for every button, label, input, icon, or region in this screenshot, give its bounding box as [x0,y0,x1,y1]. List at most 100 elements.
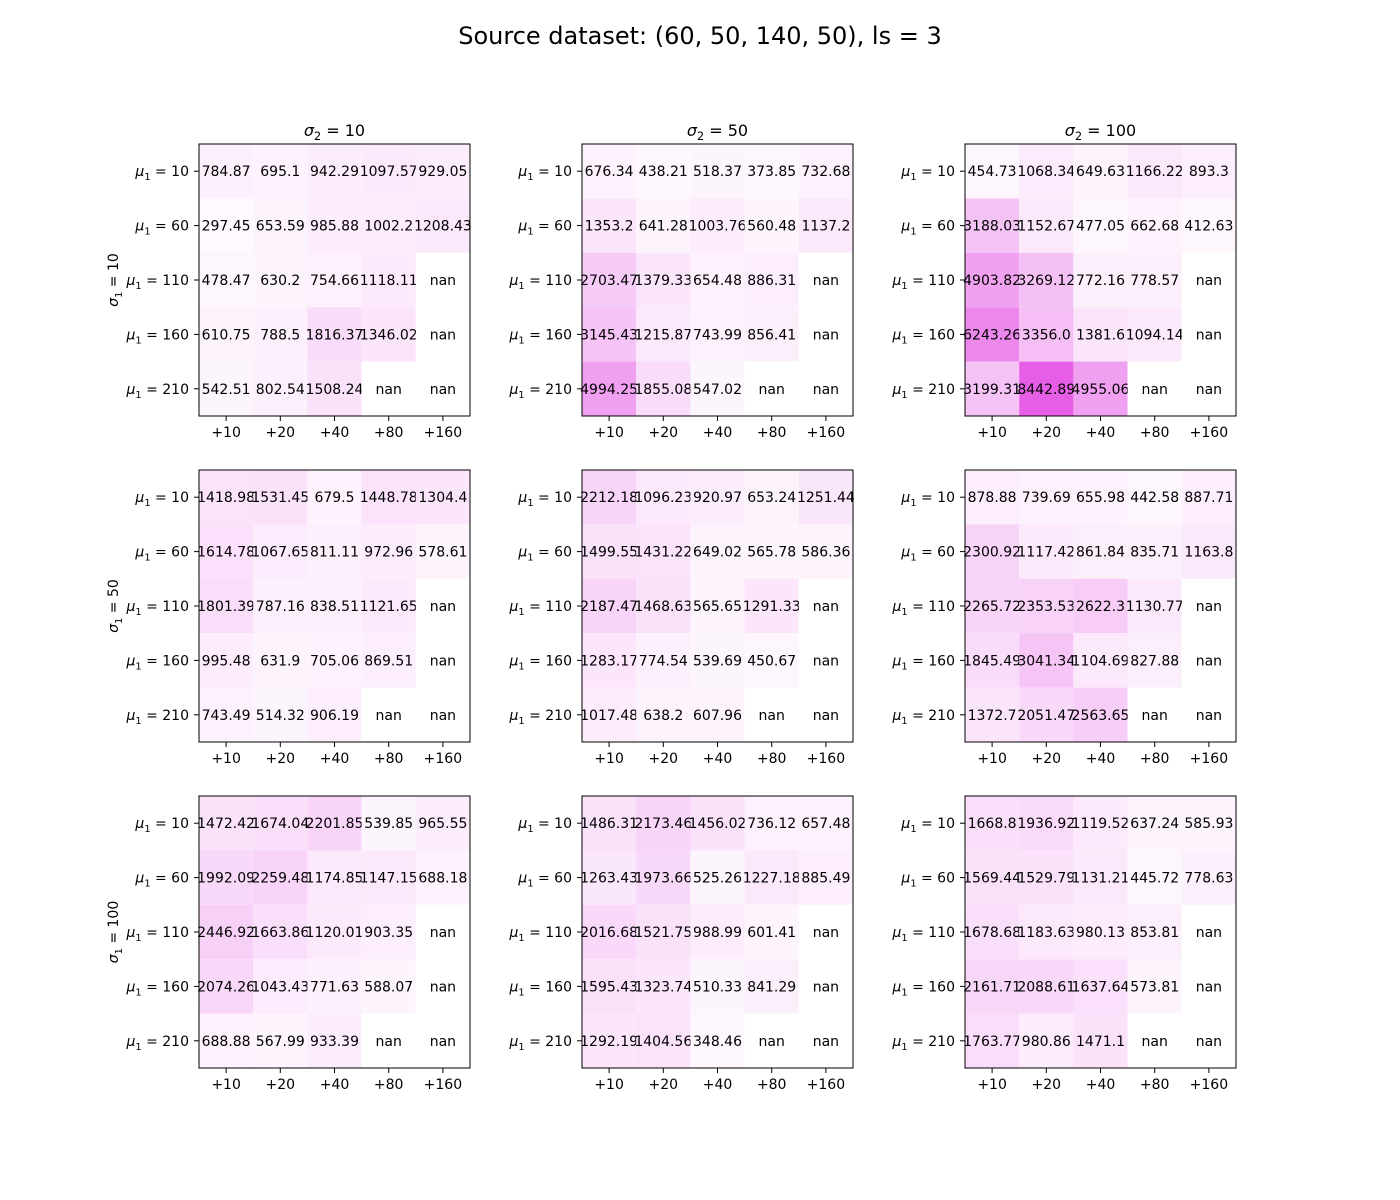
heatmap-cell [253,470,308,525]
cell-value-label: 1418.98 [197,490,255,506]
cell-value-label: 1283.17 [580,653,638,669]
heatmap-cell [199,252,254,308]
heatmap-panel-r1-c2: 878.88 739.69 655.98 442.58 887.71 2300.92111… [891,469,1237,767]
cell-value-label: 1471.1 [1076,1034,1125,1050]
cell-value-label: 1763.77 [963,1034,1021,1050]
cell-value-label: 1163.8 [1184,545,1233,561]
heatmap-cell [744,904,799,960]
heatmap-cell [1127,307,1182,362]
heatmap-cell [415,307,470,362]
cell-value-label: nan [813,273,839,289]
cell-value-label: 438.21 [639,164,688,180]
x-tick-label: +80 [757,425,787,441]
heatmap-cell [199,144,254,199]
heatmap-cell [307,578,362,634]
heatmap-cell [307,850,362,905]
cell-value-label: 788.5 [260,327,300,343]
heatmap-cell [1181,578,1236,634]
cell-value-label: 929.05 [418,164,467,180]
heatmap-cell [582,578,637,634]
heatmap-cell [1019,687,1074,742]
cell-value-label: 980.13 [1076,925,1125,941]
cell-value-label: 778.57 [1130,273,1179,289]
cell-value-label: 1118.11 [360,273,418,289]
cell-value-label: nan [430,599,456,615]
cell-value-label: 886.31 [747,273,796,289]
heatmap-panel-r0-c2: 454.73 1068.34 649.63 1166.22 893.3 3188.0311… [891,121,1237,441]
cell-value-label: 610.75 [202,327,251,343]
heatmap-cell [965,904,1020,960]
y-tick-label: μ1 = 60 [900,219,955,238]
cell-value-label: 920.97 [693,490,742,506]
heatmap-cell [361,633,416,688]
cell-value-label: nan [376,708,402,724]
cell-value-label: 1304.4 [418,490,467,506]
heatmap-cell [1181,252,1236,308]
cell-value-label: 653.24 [747,490,796,506]
heatmap-cell [361,361,416,416]
cell-value-label: 688.18 [418,871,467,887]
heatmap-cell [744,144,799,199]
cell-value-label: 547.02 [693,382,742,398]
cell-value-label: 637.24 [1130,816,1179,832]
cell-value-label: 1472.42 [197,816,255,832]
y-tick-label: μ1 = 210 [125,382,189,401]
heatmap-cell [1181,850,1236,905]
cell-value-label: nan [813,382,839,398]
cell-value-label: 1131.21 [1072,871,1130,887]
heatmap-cell [307,470,362,525]
heatmap-cell [253,959,308,1014]
cell-value-label: 787.16 [256,599,305,615]
heatmap-cell [965,524,1020,579]
cell-value-label: 1096.23 [634,490,692,506]
cell-value-label: 8442.89 [1017,382,1075,398]
heatmap-cell [199,524,254,579]
x-tick-label: +10 [977,751,1007,767]
heatmap-cell [361,198,416,253]
heatmap-cell [253,524,308,579]
heatmap-cell [1127,687,1182,742]
cell-value-label: nan [430,327,456,343]
heatmap-cell [307,524,362,579]
heatmap-cell [636,687,691,742]
y-tick-label: μ1 = 60 [517,219,572,238]
heatmap-cell [307,687,362,742]
cell-value-label: 1130.77 [1126,599,1184,615]
cell-value-label: 567.99 [256,1034,305,1050]
cell-value-label: 1637.64 [1072,979,1130,995]
y-tick-label: μ1 = 160 [891,653,955,672]
cell-value-label: 827.88 [1130,653,1179,669]
heatmap-cell [636,198,691,253]
cell-value-label: 2353.53 [1017,599,1075,615]
cell-value-label: 965.55 [418,816,467,832]
heatmap-cell [636,144,691,199]
cell-value-label: nan [376,382,402,398]
cell-value-label: 1936.92 [1017,816,1075,832]
x-tick-label: +40 [1086,751,1116,767]
cell-value-label: nan [1196,327,1222,343]
heatmap-cell [690,796,745,851]
heatmap-cell [1181,796,1236,851]
cell-value-label: 607.96 [693,708,742,724]
cell-value-label: 1614.78 [197,545,255,561]
y-tick-label: μ1 = 60 [517,545,572,564]
heatmap-cell [1127,470,1182,525]
cell-value-label: 6243.26 [963,327,1021,343]
cell-value-label: 2201.85 [306,816,364,832]
cell-value-label: 1674.04 [251,816,309,832]
heatmap-cell [361,850,416,905]
y-tick-label: μ1 = 210 [508,708,572,727]
cell-value-label: 771.63 [310,979,359,995]
y-tick-label: μ1 = 110 [891,273,955,292]
x-tick-label: +20 [1032,751,1062,767]
heatmap-cell [361,252,416,308]
cell-value-label: 2446.92 [197,925,255,941]
heatmap-cell [1019,633,1074,688]
heatmap-cell [582,959,637,1014]
heatmap-cell [798,144,853,199]
x-tick-label: +10 [977,1077,1007,1093]
cell-value-label: 1529.79 [1017,871,1075,887]
